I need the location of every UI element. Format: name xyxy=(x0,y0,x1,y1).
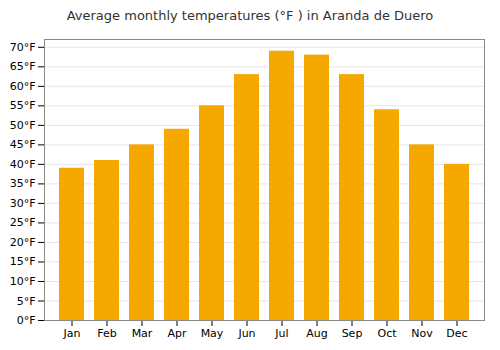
svg-text:15°F: 15°F xyxy=(10,255,36,268)
svg-text:May: May xyxy=(201,327,224,340)
svg-text:50°F: 50°F xyxy=(10,119,36,132)
svg-text:25°F: 25°F xyxy=(10,216,36,229)
html-text:Average monthly temperatures (: Average monthly temperatures (°F ) in Ar… xyxy=(66,8,434,23)
svg-text:55°F: 55°F xyxy=(10,99,36,112)
svg-text:Feb: Feb xyxy=(97,327,116,340)
svg-text:Nov: Nov xyxy=(411,327,433,340)
svg-text:Aug: Aug xyxy=(306,327,327,340)
svg-text:65°F: 65°F xyxy=(10,60,36,73)
svg-text:0°F: 0°F xyxy=(17,314,36,327)
svg-text:Jul: Jul xyxy=(274,327,288,340)
svg-text:70°F: 70°F xyxy=(10,41,36,54)
svg-text:Apr: Apr xyxy=(167,327,187,340)
svg-text:Dec: Dec xyxy=(446,327,467,340)
svg-text:30°F: 30°F xyxy=(10,197,36,210)
svg-text:Mar: Mar xyxy=(132,327,153,340)
svg-text:40°F: 40°F xyxy=(10,158,36,171)
svg-text:20°F: 20°F xyxy=(10,236,36,249)
svg-text:35°F: 35°F xyxy=(10,177,36,190)
svg-text:Jan: Jan xyxy=(63,327,81,340)
svg-text:Oct: Oct xyxy=(377,327,397,340)
svg-text:10°F: 10°F xyxy=(10,275,36,288)
svg-text:Jun: Jun xyxy=(237,327,255,340)
svg-text:60°F: 60°F xyxy=(10,80,36,93)
svg-text:45°F: 45°F xyxy=(10,138,36,151)
svg-text:Sep: Sep xyxy=(342,327,363,340)
svg-text:5°F: 5°F xyxy=(17,295,36,308)
